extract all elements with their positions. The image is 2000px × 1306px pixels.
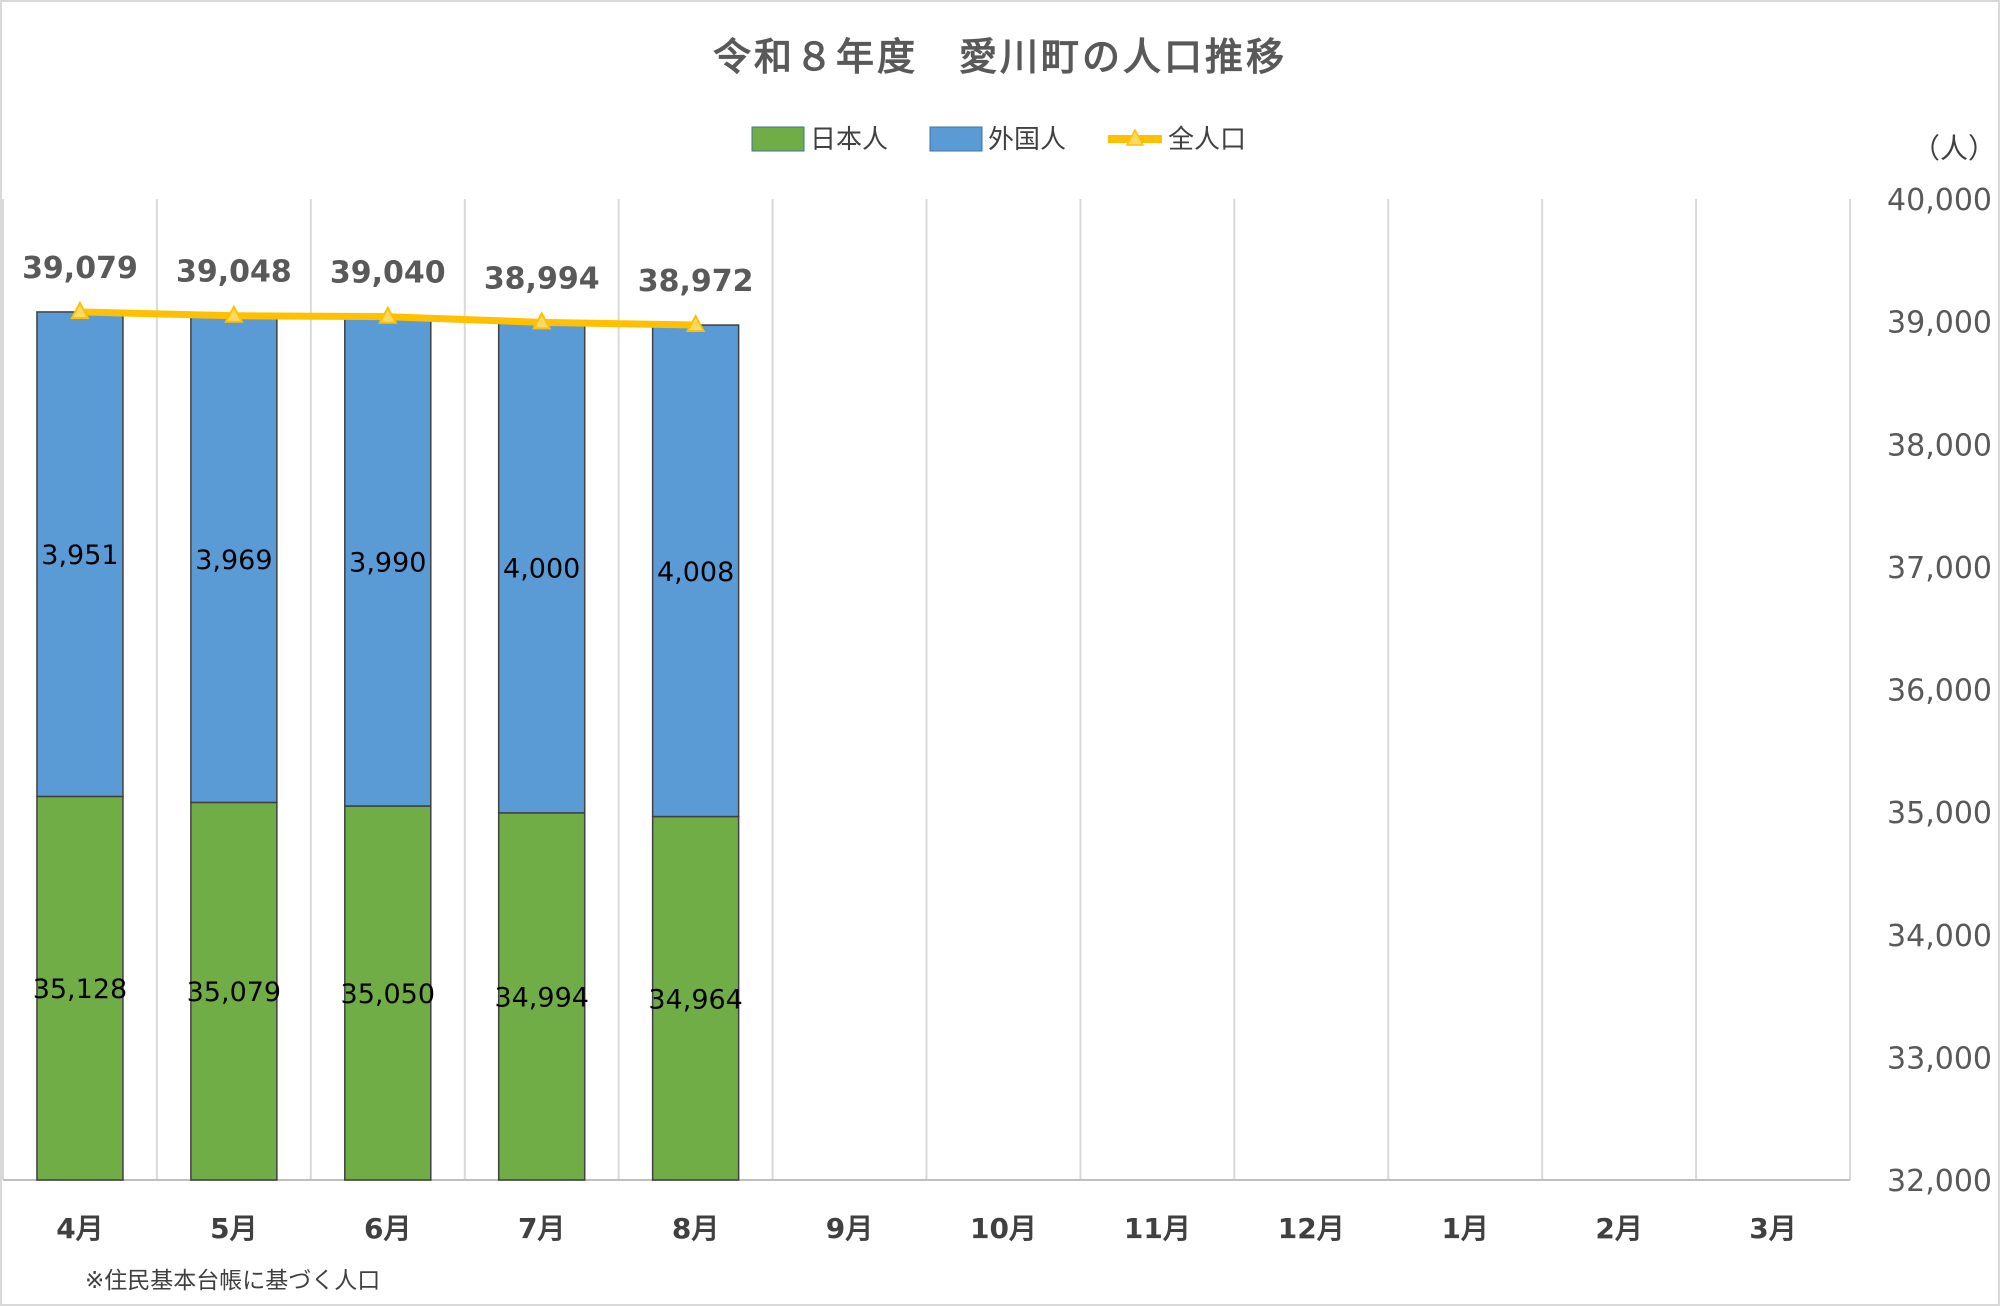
x-tick-label: 12月 [1278, 1212, 1345, 1245]
total-marker [685, 313, 706, 333]
legend-label-total: 全人口 [1168, 125, 1246, 155]
segment-labels: 35,128 3,951 35,079 3,969 35,050 3,990 34,994 4… [33, 540, 743, 1015]
x-tick-label: 9月 [826, 1212, 873, 1245]
y-axis-ticks: 32,000 33,000 34,000 35,000 36,000 37,000 38,0… [1887, 183, 1992, 1199]
legend-swatch-japanese [751, 126, 805, 152]
data-label-foreign: 3,951 [41, 540, 118, 571]
bars [36, 311, 740, 1181]
y-tick-label: 33,000 [1887, 1041, 1992, 1076]
x-tick-label: 1月 [1441, 1212, 1488, 1245]
bar-japanese [344, 805, 432, 1181]
total-marker [532, 311, 552, 330]
x-tick-label: 3月 [1749, 1212, 1796, 1245]
y-tick-label: 40,000 [1887, 183, 1992, 218]
bar-foreign [497, 321, 586, 814]
x-tick-label: 5月 [210, 1212, 257, 1245]
legend-label-japanese: 日本人 [810, 125, 888, 155]
y-tick-label: 34,000 [1887, 919, 1992, 954]
bar-foreign [36, 311, 124, 798]
bar-japanese [651, 815, 740, 1181]
data-label-total: 39,040 [330, 256, 446, 291]
data-label-japanese: 35,079 [187, 977, 281, 1008]
legend: 日本人 外国人 全人口 [751, 125, 1246, 155]
data-label-total: 38,994 [484, 261, 600, 296]
x-tick-label: 10月 [970, 1212, 1037, 1245]
y-tick-label: 35,000 [1887, 796, 1992, 831]
data-label-japanese: 34,964 [648, 984, 742, 1015]
x-tick-label: 7月 [518, 1212, 565, 1245]
chart-title: 令和８年度 愛川町の人口推移 [713, 35, 1287, 79]
x-tick-label: 2月 [1595, 1212, 1642, 1245]
data-label-total: 38,972 [638, 264, 754, 299]
x-tick-label: 4月 [56, 1212, 103, 1245]
y-tick-label: 36,000 [1887, 674, 1992, 709]
total-marker [70, 300, 90, 319]
data-label-total: 39,079 [22, 251, 138, 286]
grid-lines [2, 199, 1851, 1181]
bar-foreign [651, 324, 740, 818]
legend-label-foreign: 外国人 [988, 125, 1066, 155]
x-tick-label: 11月 [1124, 1212, 1191, 1245]
y-tick-label: 32,000 [1887, 1164, 1992, 1199]
bar-foreign [344, 315, 432, 807]
bar-japanese [36, 795, 124, 1181]
bar-japanese [190, 801, 278, 1181]
legend-marker-total [1125, 128, 1145, 146]
y-tick-label: 39,000 [1887, 306, 1992, 341]
data-label-japanese: 35,128 [33, 974, 127, 1005]
data-label-foreign: 3,969 [195, 545, 272, 576]
data-label-foreign: 4,000 [503, 554, 580, 585]
legend-swatch-foreign [929, 126, 983, 152]
x-axis-ticks: 4月 5月 6月 7月 8月 9月 10月 11月 12月 1月 2月 3月 [56, 1212, 1797, 1245]
data-label-foreign: 3,990 [349, 547, 426, 578]
x-tick-label: 8月 [672, 1212, 719, 1245]
source-note: ※住民基本台帳に基づく人口 [85, 1268, 380, 1294]
y-tick-label: 37,000 [1887, 551, 1992, 586]
total-labels: 39,079 39,048 39,040 38,994 38,972 [22, 251, 753, 299]
y-tick-label: 38,000 [1887, 428, 1992, 463]
y-axis-unit: （人） [1912, 132, 1996, 165]
data-label-japanese: 34,994 [494, 982, 588, 1013]
total-line-series [70, 300, 706, 333]
bar-foreign [190, 314, 278, 804]
total-marker [378, 305, 398, 324]
data-label-foreign: 4,008 [657, 557, 734, 588]
x-tick-label: 6月 [364, 1212, 411, 1245]
data-label-total: 39,048 [176, 255, 292, 290]
total-marker [224, 304, 244, 323]
data-label-japanese: 35,050 [341, 979, 435, 1010]
